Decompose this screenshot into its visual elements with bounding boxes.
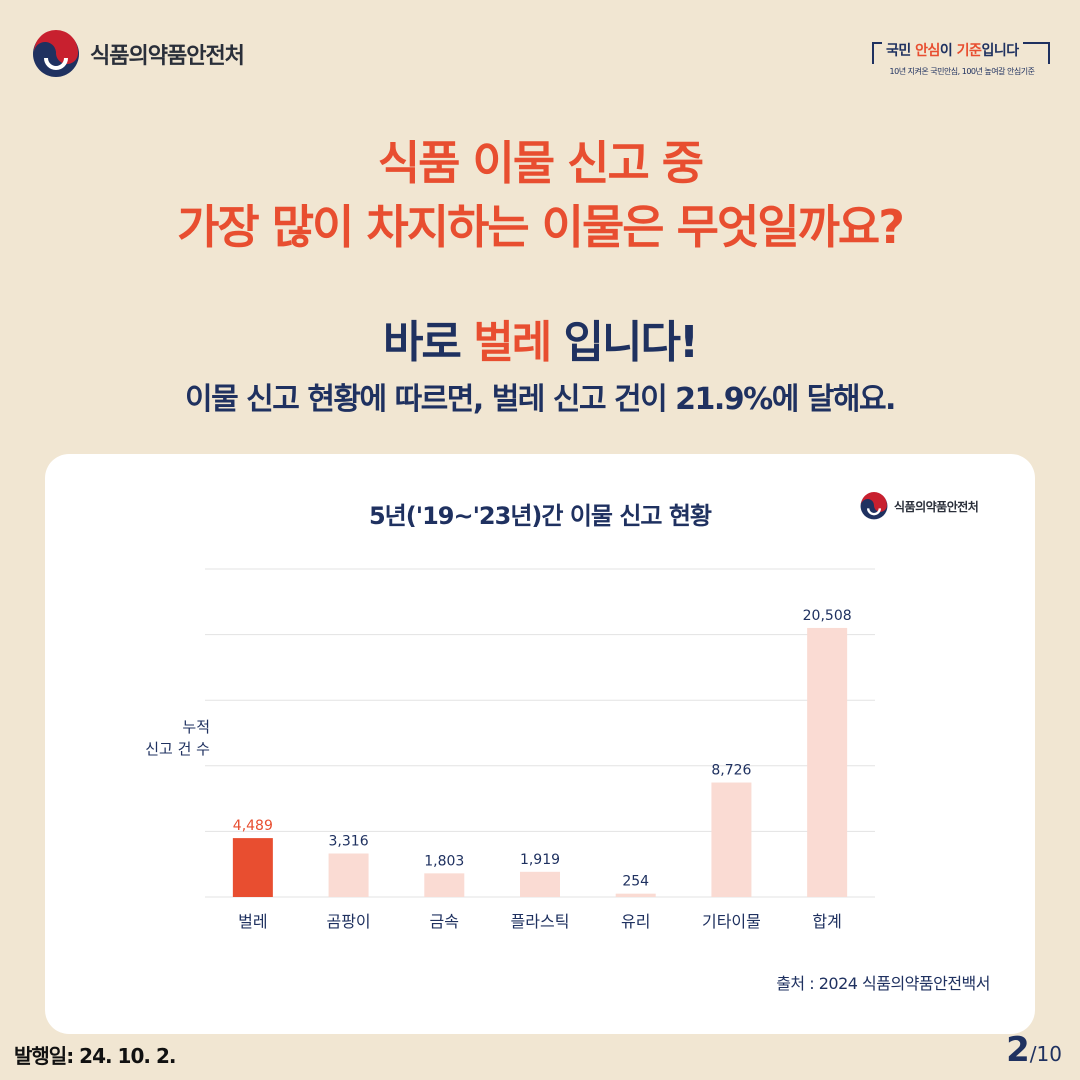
publish-date: 발행일: 24. 10. 2.: [14, 1044, 176, 1068]
slogan-badge: 국민 안심이 기준입니다 10년 지켜온 국민안심, 100년 높여갈 안심기준: [872, 34, 1052, 80]
slogan-subtext: 10년 지켜온 국민안심, 100년 높여갈 안심기준: [889, 67, 1035, 76]
x-tick-label: 곰팡이: [326, 912, 370, 931]
chart-card: 5년('19~'23년)간 이물 신고 현황 식품의약품안전처 누적 신고 건 …: [45, 454, 1035, 1034]
question-line-1: 식품 이물 신고 중: [377, 136, 704, 190]
x-tick-label: 플라스틱: [511, 912, 570, 931]
answer-detail: 이물 신고 현황에 따르면, 벌레 신고 건이 21.9%에 달해요.: [185, 382, 896, 417]
card-logo: 식품의약품안전처: [860, 492, 979, 520]
chart-title: 5년('19~'23년)간 이물 신고 현황: [368, 502, 712, 530]
x-tick-label: 벌레: [238, 912, 267, 931]
bar: [807, 627, 848, 897]
page-current: 2: [1006, 1030, 1030, 1070]
data-label: 20,508: [803, 608, 852, 624]
card-logo-text: 식품의약품안전처: [894, 499, 979, 514]
bar: [520, 871, 560, 897]
data-label: 1,803: [424, 853, 464, 869]
bar: [328, 853, 369, 897]
bar: [232, 838, 273, 897]
taegeuk-icon: [860, 492, 888, 520]
data-label: 3,316: [329, 833, 369, 849]
bar-chart: 4,489 벌레 3,316 곰팡이 1,803 금속 1,919 플라스틱 254 유리 8,72…: [205, 568, 875, 931]
data-label: 254: [622, 874, 649, 890]
data-label: 4,489: [233, 818, 273, 834]
taegeuk-icon: [33, 30, 79, 77]
y-axis-label: 누적 신고 건 수: [145, 718, 210, 758]
source-note: 출처 : 2024 식품의약품안전백서: [776, 974, 990, 993]
bar: [615, 893, 656, 897]
bar: [424, 873, 465, 897]
data-label: 8,726: [711, 763, 751, 779]
bar: [711, 782, 752, 897]
answer-highlight: 벌레: [473, 317, 552, 368]
ministry-logo: 식품의약품안전처: [32, 30, 245, 78]
answer-headline: 바로 벌레 입니다!: [382, 317, 699, 368]
question-line-2: 가장 많이 차지하는 이물은 무엇일까요?: [177, 200, 905, 254]
slogan-main: 국민 안심이 기준입니다: [882, 40, 1023, 60]
x-tick-label: 금속: [430, 912, 459, 931]
ministry-name: 식품의약품안전처: [90, 44, 245, 69]
page-indicator: 2/10: [1006, 1030, 1062, 1070]
page-total: 10: [1036, 1042, 1062, 1066]
x-tick-label: 유리: [621, 912, 650, 931]
x-tick-label: 합계: [812, 912, 841, 931]
x-tick-label: 기타이물: [702, 912, 761, 931]
data-label: 1,919: [520, 852, 560, 868]
